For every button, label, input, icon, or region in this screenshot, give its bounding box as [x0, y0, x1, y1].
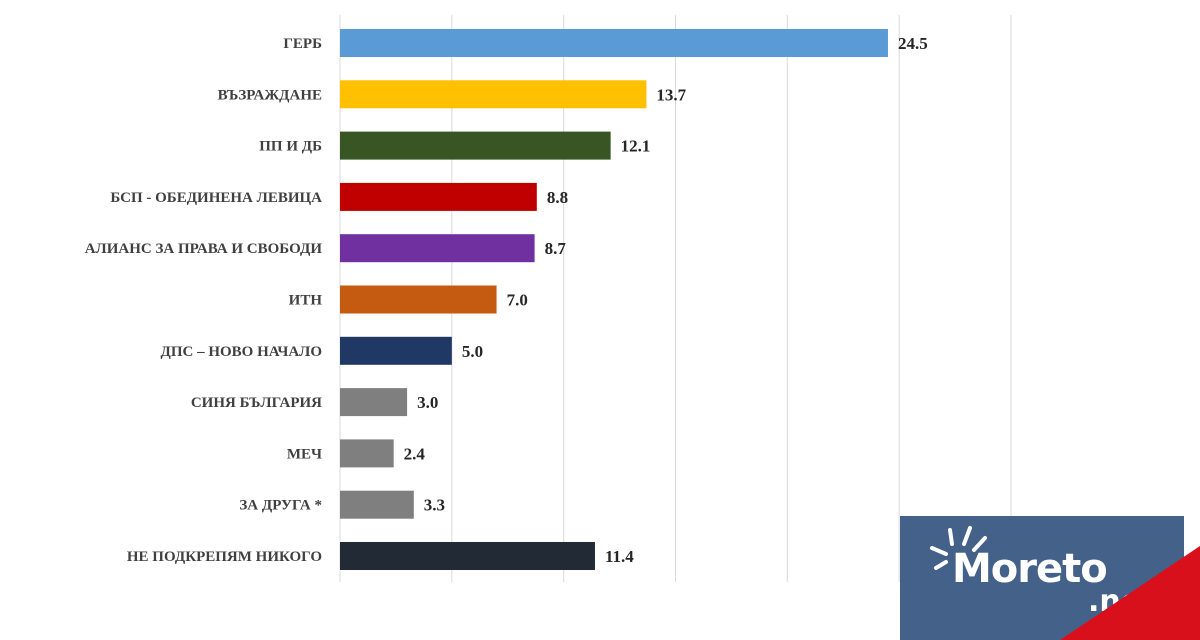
sun-icon — [930, 526, 987, 570]
category-label: ЗА ДРУГА * — [239, 498, 322, 514]
bar — [340, 490, 414, 519]
logo-wordmark: Moreto — [952, 546, 1108, 592]
value-label: 11.4 — [605, 547, 634, 566]
bar — [340, 439, 394, 468]
category-label: АЛИАНС ЗА ПРАВА И СВОБОДИ — [85, 241, 323, 257]
value-label: 7.0 — [507, 291, 528, 310]
bar — [340, 29, 888, 57]
bar — [340, 80, 647, 109]
category-label: ПП И ДБ — [259, 139, 322, 155]
value-label: 3.3 — [424, 496, 445, 515]
category-label: МЕЧ — [287, 446, 322, 462]
bar — [340, 542, 595, 570]
category-label: ДПС – НОВО НАЧАЛО — [161, 344, 322, 360]
category-label: СИНЯ БЪЛГАРИЯ — [191, 395, 322, 411]
category-label: ИТН — [289, 293, 323, 309]
bar — [340, 234, 535, 263]
value-label: 2.4 — [404, 444, 426, 463]
value-label: 5.0 — [462, 342, 483, 361]
bar — [340, 182, 537, 211]
category-label: БСП - ОБЕДИНЕНА ЛЕВИЦА — [110, 190, 322, 206]
category-label: ВЪЗРАЖДАНЕ — [218, 87, 322, 103]
value-label: 3.0 — [417, 393, 438, 412]
category-label: НЕ ПОДКРЕПЯМ НИКОГО — [127, 549, 322, 565]
bar — [340, 285, 497, 314]
bar — [340, 336, 452, 365]
value-label: 8.8 — [547, 188, 568, 207]
value-label: 13.7 — [656, 85, 686, 104]
value-label: 12.1 — [621, 137, 651, 156]
category-label: ГЕРБ — [283, 36, 322, 52]
bar — [340, 388, 408, 417]
bar — [340, 131, 611, 160]
value-label: 8.7 — [545, 239, 567, 258]
value-label: 24.5 — [898, 34, 928, 53]
